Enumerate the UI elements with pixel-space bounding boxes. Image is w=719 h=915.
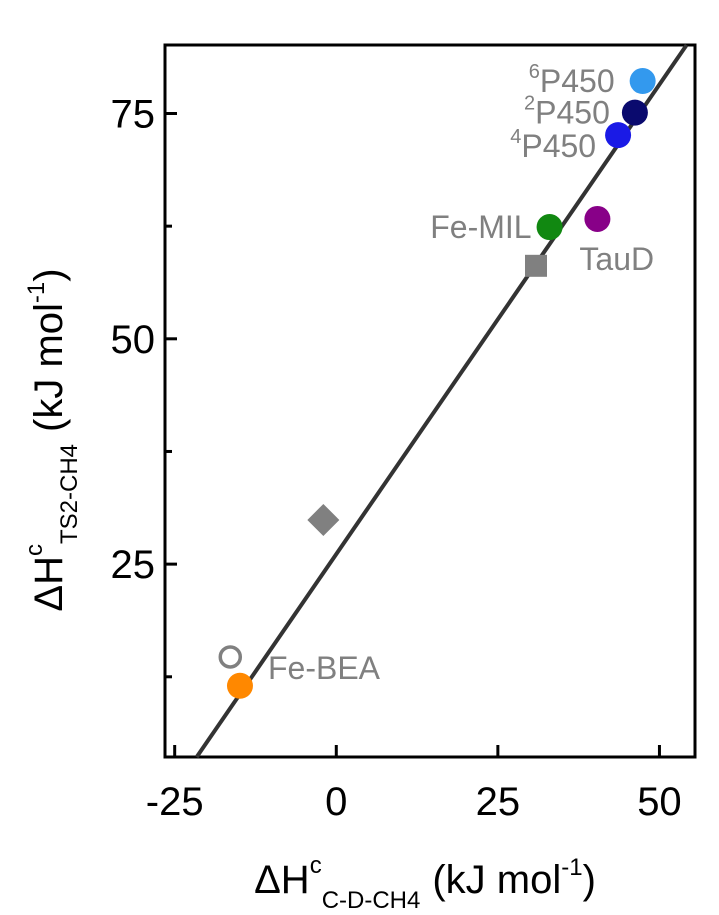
point-4p450	[605, 122, 632, 149]
y-axis-title-main: ΔH	[27, 556, 71, 612]
x-axis-title-sub: C-D-CH4	[322, 887, 421, 914]
x-axis-title-sup: c	[310, 852, 322, 879]
x-axis-title-units: (kJ mol	[432, 858, 561, 902]
x-tick-label-3: 50	[637, 780, 682, 824]
y-axis-title-sup: c	[21, 544, 48, 556]
point-taud	[584, 205, 611, 232]
x-axis-title: ΔHcC-D-CH4 (kJ mol-1)	[254, 852, 596, 914]
label-6p450: 6P450	[529, 61, 615, 99]
point-fe-mil	[536, 214, 563, 241]
x-axis-title-units-sup: -1	[561, 854, 582, 881]
label-taud: TauD	[579, 241, 654, 277]
y-axis-title-units-sup: -1	[23, 282, 50, 303]
y-axis-title-sub: TS2-CH4	[56, 444, 83, 544]
y-axis-title-units: (kJ mol	[27, 303, 71, 432]
x-tick-label-0: -25	[146, 780, 204, 824]
y-tick-label-0: 25	[111, 543, 156, 587]
plot-frame	[163, 43, 697, 759]
x-axis-title-units-close: )	[583, 858, 596, 902]
y-axis-title-units-close: )	[27, 268, 71, 281]
label-fe-bea: Fe-BEA	[268, 650, 381, 686]
axis-ticks	[165, 111, 661, 757]
point-2p450	[621, 99, 648, 126]
label-4p450: 4P450	[510, 126, 596, 164]
label-2p450: 2P450	[524, 93, 610, 131]
x-tick-label-2: 25	[476, 780, 521, 824]
y-tick-label-1: 50	[111, 318, 156, 362]
point-square	[525, 254, 547, 277]
fit-line	[195, 43, 689, 759]
y-tick-label-2: 75	[111, 92, 156, 136]
point-fe-bea	[226, 672, 253, 699]
point-6p450	[629, 68, 656, 95]
point-diamond	[307, 503, 340, 536]
point-open-circle	[218, 645, 243, 669]
axis-tick-labels: -25 0 25 50 25 50 75	[111, 92, 682, 824]
label-fe-mil: Fe-MIL	[430, 209, 531, 245]
data-points	[218, 68, 656, 699]
y-axis-title: ΔHc TS2-CH4 (kJ mol-1)	[21, 268, 83, 611]
x-axis-title-main: ΔH	[254, 858, 310, 902]
fit-line-group	[195, 43, 689, 759]
x-tick-label-1: 0	[325, 780, 347, 824]
